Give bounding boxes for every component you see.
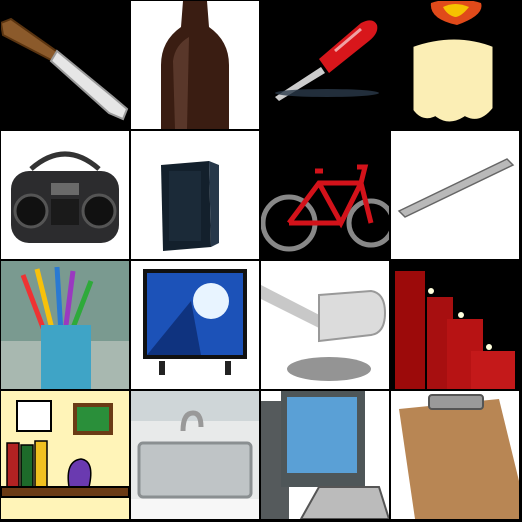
tile-boombox[interactable] [1, 131, 129, 259]
candles-icon [391, 261, 519, 389]
tile-candle[interactable] [391, 1, 519, 129]
bottle-icon [131, 1, 259, 129]
knife-icon [1, 1, 129, 129]
tile-gavel[interactable] [261, 261, 389, 389]
tile-clipboard[interactable] [391, 391, 519, 519]
tile-bottle[interactable] [131, 1, 259, 129]
speaker-icon [131, 131, 259, 259]
tile-sink[interactable] [131, 391, 259, 519]
clipboard-icon [391, 391, 519, 519]
tile-speaker[interactable] [131, 131, 259, 259]
bicycle-icon [261, 131, 389, 259]
tile-candles[interactable] [391, 261, 519, 389]
pencil-cup-icon [1, 261, 129, 389]
tile-knife[interactable] [1, 1, 129, 129]
tv-icon [131, 261, 259, 389]
tile-tv[interactable] [131, 261, 259, 389]
bookshelf-icon [1, 391, 129, 519]
tile-bicycle[interactable] [261, 131, 389, 259]
computer-icon [261, 391, 389, 519]
tile-bookshelf[interactable] [1, 391, 129, 519]
candle-icon [391, 1, 519, 129]
tile-pencil-cup[interactable] [1, 261, 129, 389]
tile-pen[interactable] [391, 131, 519, 259]
pen-icon [391, 131, 519, 259]
gavel-icon [261, 261, 389, 389]
sink-icon [131, 391, 259, 519]
screwdriver-icon [261, 1, 389, 129]
tile-screwdriver[interactable] [261, 1, 389, 129]
tile-computer[interactable] [261, 391, 389, 519]
boombox-icon [1, 131, 129, 259]
